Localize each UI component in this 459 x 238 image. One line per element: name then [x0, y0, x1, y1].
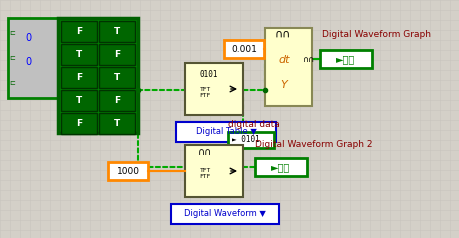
Bar: [58, 18, 138, 133]
Text: T: T: [114, 27, 120, 36]
Text: 1000: 1000: [117, 167, 140, 175]
Text: 0101: 0101: [200, 70, 218, 79]
Text: ∩∩: ∩∩: [198, 147, 212, 157]
Text: digital data: digital data: [228, 120, 280, 129]
Text: Digital Table ▼: Digital Table ▼: [196, 128, 257, 137]
Bar: [61, 67, 97, 88]
Text: TFT
FTF: TFT FTF: [199, 168, 211, 179]
Bar: [99, 113, 135, 134]
Text: ⊏: ⊏: [9, 80, 15, 86]
Bar: [61, 90, 97, 111]
Bar: [255, 158, 307, 176]
Text: F: F: [76, 119, 82, 128]
Text: F: F: [76, 73, 82, 82]
Bar: [228, 132, 274, 148]
Bar: [171, 204, 279, 224]
Text: 0.001: 0.001: [231, 45, 257, 54]
Text: ⊏: ⊏: [9, 55, 15, 61]
Bar: [176, 122, 276, 142]
Text: T: T: [76, 50, 82, 59]
Bar: [224, 40, 264, 58]
Text: F: F: [114, 96, 120, 105]
Text: T: T: [114, 119, 120, 128]
Bar: [320, 50, 372, 68]
Bar: [99, 44, 135, 65]
Bar: [185, 63, 243, 115]
Bar: [185, 145, 243, 197]
Text: ►㏁㏁: ►㏁㏁: [271, 162, 291, 172]
Bar: [61, 113, 97, 134]
Text: TFT
FTF: TFT FTF: [199, 87, 211, 98]
Text: dt: dt: [278, 55, 290, 65]
Text: F: F: [76, 27, 82, 36]
Bar: [61, 44, 97, 65]
Text: Digital Waveform Graph 2: Digital Waveform Graph 2: [255, 140, 373, 149]
Bar: [265, 28, 312, 106]
Text: T: T: [114, 73, 120, 82]
Text: Digital Waveform ▼: Digital Waveform ▼: [184, 209, 266, 218]
Text: ∩∩: ∩∩: [275, 29, 291, 39]
Bar: [99, 21, 135, 42]
Text: Digital Waveform Graph: Digital Waveform Graph: [322, 30, 431, 39]
Text: F: F: [114, 50, 120, 59]
Bar: [8, 18, 58, 98]
Bar: [108, 162, 148, 180]
Bar: [61, 21, 97, 42]
Bar: [99, 67, 135, 88]
Text: 0: 0: [25, 57, 31, 67]
Text: Y: Y: [280, 80, 287, 90]
Bar: [99, 90, 135, 111]
Text: 0: 0: [25, 33, 31, 43]
Text: T: T: [76, 96, 82, 105]
Text: ►㏁㏁: ►㏁㏁: [336, 54, 356, 64]
Text: ⊏: ⊏: [9, 30, 15, 36]
Text: ► 0101: ► 0101: [232, 135, 260, 144]
Text: ∩∩: ∩∩: [303, 55, 315, 64]
